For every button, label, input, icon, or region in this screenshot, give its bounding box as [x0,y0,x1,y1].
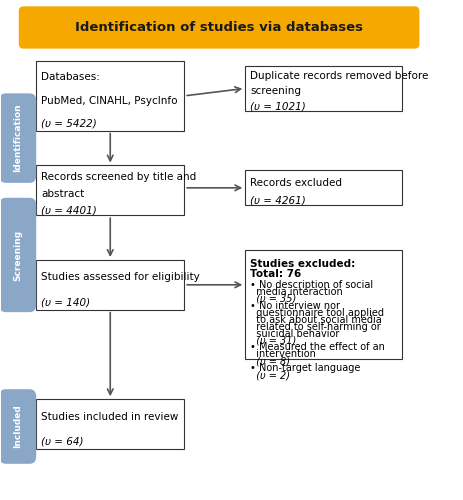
Text: Records excluded: Records excluded [250,178,343,188]
FancyBboxPatch shape [245,250,402,360]
Text: • Measured the effect of an: • Measured the effect of an [250,342,385,352]
Text: Studies assessed for eligibility: Studies assessed for eligibility [42,272,200,282]
Text: Identification: Identification [13,104,22,172]
Text: Records screened by title and: Records screened by title and [42,172,197,182]
Text: Screening: Screening [13,230,22,280]
Text: Studies included in review: Studies included in review [42,412,179,422]
FancyBboxPatch shape [36,260,184,310]
Text: suicidal behavior: suicidal behavior [250,328,340,338]
Text: • No description of social: • No description of social [250,280,374,290]
Text: (υ = 5422): (υ = 5422) [42,118,97,128]
Text: (υ = 64): (υ = 64) [42,436,84,446]
FancyBboxPatch shape [0,94,36,183]
Text: (υ = 1021): (υ = 1021) [250,102,306,112]
Text: (υ = 4261): (υ = 4261) [250,195,306,205]
Text: Databases:: Databases: [42,72,100,83]
Text: (υ = 2): (υ = 2) [250,370,290,380]
Text: intervention: intervention [250,350,316,360]
Text: related to self-harming or: related to self-harming or [250,322,381,332]
Text: Total: 76: Total: 76 [250,269,302,279]
FancyBboxPatch shape [0,389,36,464]
FancyBboxPatch shape [36,166,184,215]
Text: (υ = 8): (υ = 8) [250,356,290,366]
FancyBboxPatch shape [36,399,184,449]
Text: PubMed, CINAHL, PsycInfo: PubMed, CINAHL, PsycInfo [42,96,178,106]
Text: (υ = 140): (υ = 140) [42,297,91,307]
FancyBboxPatch shape [0,198,36,312]
FancyBboxPatch shape [245,170,402,205]
Text: media interaction: media interaction [250,287,343,297]
Text: • Non-target language: • Non-target language [250,364,361,374]
FancyBboxPatch shape [36,61,184,130]
FancyBboxPatch shape [19,6,419,48]
Text: abstract: abstract [42,188,85,198]
Text: to ask about social media: to ask about social media [250,314,382,324]
FancyBboxPatch shape [245,66,402,111]
Text: Identification of studies via databases: Identification of studies via databases [75,20,363,34]
Text: (υ = 4401): (υ = 4401) [42,205,97,215]
Text: Duplicate records removed before: Duplicate records removed before [250,72,429,82]
Text: questionnaire tool applied: questionnaire tool applied [250,308,384,318]
Text: screening: screening [250,86,301,97]
Text: (υ = 35): (υ = 35) [250,294,297,304]
Text: • No interview nor: • No interview nor [250,300,340,310]
Text: Studies excluded:: Studies excluded: [250,259,356,269]
Text: Included: Included [13,404,22,448]
Text: (υ = 31): (υ = 31) [250,336,297,345]
